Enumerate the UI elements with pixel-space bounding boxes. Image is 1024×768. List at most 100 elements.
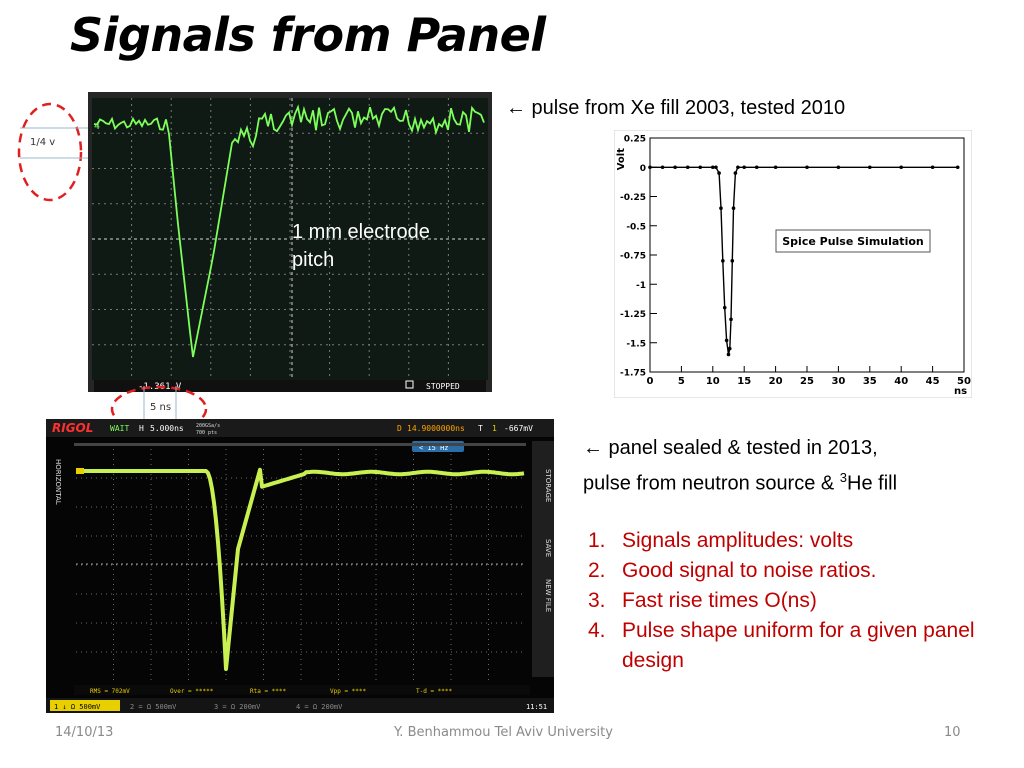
scope2-tab-storage: STORAGE: [544, 469, 552, 502]
scope2-delay: 14.9000000ns: [407, 424, 465, 433]
spice-data-point: [717, 171, 721, 175]
footer-page-number: 10: [944, 725, 961, 740]
reference-bottom: ← panel sealed & tested in 2013, pulse f…: [583, 433, 897, 499]
scope1-channel-marker: 4: [94, 121, 100, 132]
reference-bottom-sup: 3: [839, 470, 848, 485]
scope2-mode: WAIT: [110, 424, 129, 433]
finding-text: Pulse shape uniform for a given panel de…: [622, 619, 975, 672]
reference-bottom-line1: ← panel sealed & tested in 2013,: [583, 437, 878, 459]
finding-item: 4. Pulse shape uniform for a given panel …: [588, 616, 1008, 676]
scope2-meas-rms: RMS = 702mV: [90, 688, 130, 695]
spice-data-point: [733, 171, 738, 175]
scope1-screen: 4 -1.361 V STOPPED: [88, 92, 492, 392]
scope2-ch1-marker: [76, 468, 84, 474]
spice-data-point: [714, 165, 718, 170]
spice-x-tick-label: 0: [647, 376, 654, 387]
spice-data-point: [730, 259, 735, 263]
spice-data-point: [721, 259, 725, 263]
footer-author: Y. Benhammou Tel Aviv University: [394, 725, 613, 740]
spice-x-tick-label: 40: [894, 376, 908, 387]
scope2-tab-horizontal: HORIZONTAL: [54, 459, 62, 505]
scope2-trace: [84, 467, 525, 671]
scope2-screen: RIGOL WAIT H 5.000ns 200GSa/s 700 pts D …: [46, 419, 554, 713]
spice-y-tick-label: -0.5: [626, 222, 646, 232]
scope2-tab-save: SAVE: [544, 539, 552, 557]
scope2-brand: RIGOL: [52, 421, 93, 435]
reference-bottom-line2: pulse from neutron source & 3He fill: [583, 463, 897, 499]
spice-simulation-chart: 0 5 10 15 20 25 30 35 40 45 50 0.25 0 -0.25 -0.5 -0.75 -…: [614, 130, 972, 398]
scope1-status: STOPPED: [426, 382, 460, 391]
spice-data-point: [729, 317, 733, 322]
finding-item: 1. Signals amplitudes: volts: [588, 526, 1008, 556]
spice-data-point: [711, 165, 715, 170]
spice-data-point: [754, 165, 759, 170]
spice-data-point: [930, 165, 935, 170]
spice-data-point: [719, 206, 723, 210]
scope2-d-label: D: [397, 424, 402, 433]
spice-data-point: [836, 165, 841, 170]
spice-data-point: [805, 165, 809, 170]
scope2-meas-vpp: Vpp = ****: [330, 688, 367, 695]
scope2-trig-label: T: [478, 424, 483, 433]
scope1-trace: [93, 104, 485, 358]
scope2-ch2: 2 = Ω 500mV: [130, 703, 177, 711]
spice-y-tick-label: -1.5: [626, 339, 646, 349]
spice-data-point: [731, 206, 736, 210]
scope2-srate: 200GSa/s: [196, 423, 220, 429]
spice-x-axis-label: ns: [954, 386, 967, 397]
scope2-freq: < 15 Hz: [419, 444, 449, 452]
scope2-ch4: 4 = Ω 200mV: [296, 703, 343, 711]
spice-y-tick-label: 0.25: [624, 135, 646, 145]
spice-data-point: [726, 352, 731, 357]
reference-bottom-line2-b: He fill: [847, 472, 898, 495]
spice-x-tick-label: 30: [831, 376, 845, 387]
spice-data-point: [660, 165, 665, 170]
finding-item: 3. Fast rise times O(ns): [588, 586, 1008, 616]
spice-data-point: [724, 338, 729, 343]
volt-scale-annotation: [17, 102, 90, 202]
scope2-trig-level: -667mV: [504, 424, 533, 433]
volt-scale-label: 1/4 v: [30, 137, 56, 148]
finding-text: Good signal to noise ratios.: [622, 559, 877, 582]
scope2-ch3: 3 = Ω 200mV: [214, 703, 261, 711]
finding-text: Signals amplitudes: volts: [622, 529, 854, 552]
spice-x-tick-label: 50: [957, 376, 971, 387]
spice-x-tick-label: 20: [769, 376, 783, 387]
spice-y-tick-label: -1: [636, 281, 646, 291]
spice-data-point: [673, 165, 677, 170]
dashed-red-ellipse-time: [110, 385, 208, 433]
spice-data-point: [899, 165, 903, 170]
scope2-h-label: H: [139, 424, 144, 433]
spice-data-point: [698, 165, 703, 170]
finding-item: 2. Good signal to noise ratios.: [588, 556, 1008, 586]
spice-y-tick-label: -1.75: [620, 369, 646, 379]
finding-number: 2.: [588, 559, 606, 582]
spice-data-point: [773, 165, 778, 170]
findings-list: 1. Signals amplitudes: volts 2. Good signal…: [588, 526, 1008, 676]
scope2-tab-newfile: NEW FILE: [544, 579, 552, 612]
reference-bottom-line2-a: pulse from neutron source &: [583, 472, 840, 495]
spice-x-tick-label: 25: [800, 376, 814, 387]
scope2-meas-over: Over = *****: [170, 688, 214, 695]
spice-y-tick-label: 0: [640, 164, 646, 174]
spice-x-tick-label: 15: [737, 376, 751, 387]
spice-data-point: [685, 165, 690, 170]
spice-y-axis-label: Volt: [616, 148, 627, 170]
spice-data-point: [727, 346, 732, 351]
spice-title-box: [775, 229, 931, 253]
spice-data-point: [648, 165, 652, 170]
dashed-red-ellipse: [17, 102, 83, 202]
scope2-trig-ch: 1: [492, 424, 497, 433]
spice-series-line: [650, 166, 958, 355]
finding-number: 1.: [588, 529, 606, 552]
spice-y-tick-label: -0.25: [620, 193, 646, 203]
time-scale-label: 5 ns: [150, 402, 172, 413]
finding-number: 4.: [588, 619, 606, 642]
scope2-meas-rta: Rta = ****: [250, 688, 287, 695]
finding-text: Fast rise times O(ns): [622, 589, 817, 612]
spice-data-point: [955, 165, 960, 170]
slide-title: Signals from Panel: [70, 8, 546, 62]
spice-data-point: [868, 165, 872, 170]
spice-data-point: [722, 305, 727, 310]
electrode-label: 1 mm electrode pitch: [292, 218, 430, 274]
